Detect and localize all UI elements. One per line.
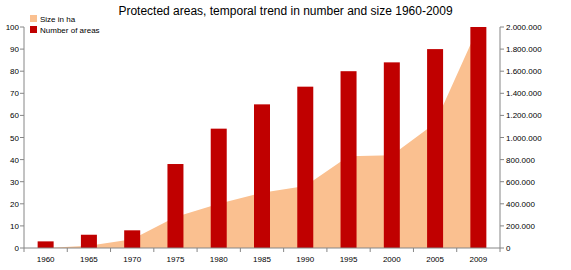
bar <box>297 87 313 248</box>
y2-tick-label: 200.000 <box>506 222 535 231</box>
area <box>46 27 479 248</box>
x-tick <box>110 248 111 252</box>
y2-tick <box>500 225 504 226</box>
x-tick-label: 2009 <box>469 255 487 264</box>
x-tick <box>240 248 241 252</box>
y2-tick <box>500 49 504 50</box>
y-tick-label: 20 <box>10 200 19 209</box>
y2-tick-label: 2.000.000 <box>506 23 542 32</box>
title: Protected areas, temporal trend in numbe… <box>118 4 453 18</box>
bar <box>254 104 270 248</box>
y-tick <box>20 93 24 94</box>
y-tick-label: 80 <box>10 67 19 76</box>
bar <box>384 62 400 248</box>
y-tick <box>20 159 24 160</box>
y-tick <box>20 115 24 116</box>
x-tick <box>456 248 457 252</box>
y2-tick <box>500 71 504 72</box>
y-tick <box>20 27 24 28</box>
y2-tick <box>500 27 504 28</box>
y-tick-label: 50 <box>10 134 19 143</box>
bar <box>427 49 443 248</box>
legend-label: Number of areas <box>40 26 100 35</box>
legend-label: Size in ha <box>40 15 76 24</box>
y-tick <box>20 248 24 249</box>
y-tick <box>20 71 24 72</box>
bar <box>341 71 357 248</box>
y2-tick-label: 1.600.000 <box>506 67 542 76</box>
bar <box>470 27 486 248</box>
y2-tick <box>500 115 504 116</box>
y2-tick-label: 1.200.000 <box>506 111 542 120</box>
x-tick-label: 2000 <box>383 255 401 264</box>
x-tick-label: 2005 <box>426 255 444 264</box>
y2-tick-label: 1.800.000 <box>506 45 542 54</box>
y-tick-label: 100 <box>6 23 20 32</box>
bar <box>81 235 97 248</box>
y2-tick <box>500 203 504 204</box>
x-tick <box>67 248 68 252</box>
y-tick <box>20 49 24 50</box>
y2-tick-label: 800.000 <box>506 156 535 165</box>
x-tick-label: 1985 <box>253 255 271 264</box>
y2-tick-label: 1.000.000 <box>506 134 542 143</box>
y2-tick <box>500 181 504 182</box>
y-tick-label: 10 <box>10 222 19 231</box>
y-tick <box>20 137 24 138</box>
x-tick <box>153 248 154 252</box>
bar <box>124 230 140 248</box>
y-tick <box>20 225 24 226</box>
y-tick <box>20 203 24 204</box>
y-tick-label: 60 <box>10 111 19 120</box>
x-tick-label: 1995 <box>340 255 358 264</box>
x-axis <box>24 248 500 249</box>
x-tick <box>24 248 25 252</box>
legend-swatch <box>30 15 37 22</box>
y2-tick <box>500 137 504 138</box>
y-tick <box>20 181 24 182</box>
y-tick-label: 40 <box>10 156 19 165</box>
x-tick <box>197 248 198 252</box>
y2-tick-label: 1.400.000 <box>506 89 542 98</box>
y-tick-label: 30 <box>10 178 19 187</box>
x-tick-label: 1970 <box>123 255 141 264</box>
bar <box>211 129 227 248</box>
y-tick-label: 0 <box>15 244 20 253</box>
x-tick <box>500 248 501 252</box>
y-tick-label: 90 <box>10 45 19 54</box>
y2-tick-label: 0 <box>506 244 511 253</box>
x-tick <box>326 248 327 252</box>
y2-tick-label: 400.000 <box>506 200 535 209</box>
x-tick <box>283 248 284 252</box>
x-tick-label: 1975 <box>167 255 185 264</box>
y-tick-label: 70 <box>10 89 19 98</box>
y2-tick-label: 600.000 <box>506 178 535 187</box>
bar <box>38 241 54 248</box>
y2-tick <box>500 93 504 94</box>
x-tick-label: 1965 <box>80 255 98 264</box>
x-tick-label: 1980 <box>210 255 228 264</box>
y2-tick <box>500 248 504 249</box>
y2-tick <box>500 159 504 160</box>
x-tick <box>413 248 414 252</box>
x-tick <box>370 248 371 252</box>
x-tick-label: 1990 <box>296 255 314 264</box>
bar <box>167 164 183 248</box>
chart: Protected areas, temporal trend in numbe… <box>0 0 571 270</box>
legend-swatch <box>30 26 37 33</box>
x-tick-label: 1960 <box>37 255 55 264</box>
marks <box>38 27 487 248</box>
